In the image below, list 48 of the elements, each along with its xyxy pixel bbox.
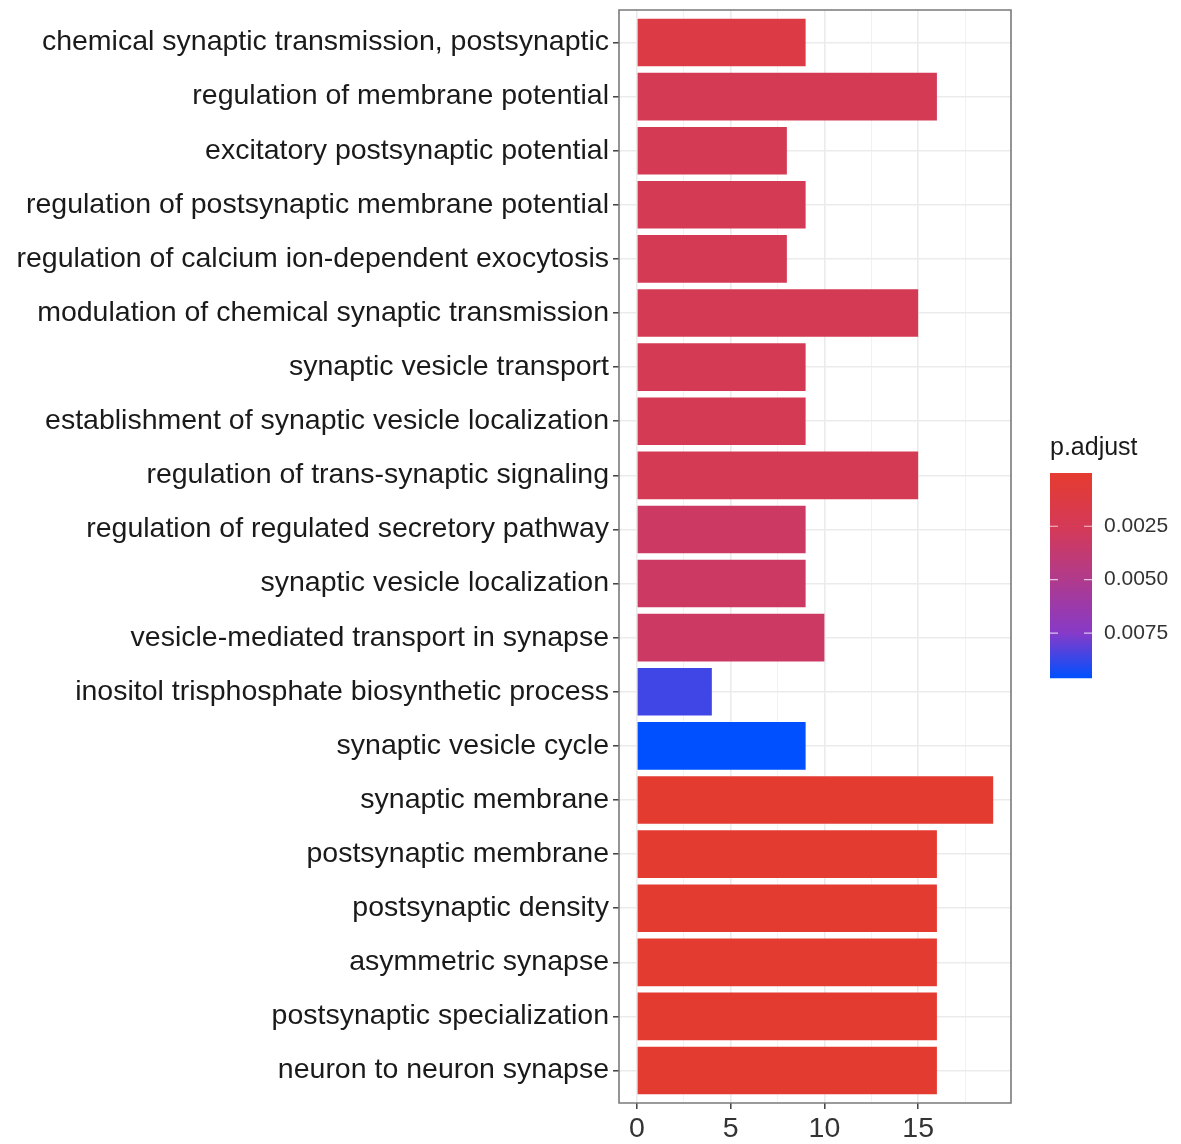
bar [637, 776, 994, 824]
y-tick-label: vesicle-mediated transport in synapse [130, 619, 609, 652]
y-tick-label: synaptic membrane [360, 781, 609, 814]
bar [637, 18, 806, 67]
y-tick-label: synaptic vesicle transport [289, 348, 610, 381]
y-tick-label: asymmetric synapse [349, 944, 609, 977]
y-tick-label: neuron to neuron synapse [277, 1052, 609, 1085]
y-tick-label: regulation of calcium ion-dependent exocytosis [16, 240, 609, 273]
color-bar-label: 0.0025 [1104, 513, 1169, 537]
y-tick-label: synaptic vesicle localization [260, 565, 609, 598]
bar [637, 343, 806, 391]
bar [637, 1046, 937, 1095]
y-tick-label: inositol trisphosphate biosynthetic process [75, 673, 609, 706]
bar [637, 613, 825, 662]
bar [637, 667, 712, 716]
color-bar-title: p.adjust [1050, 432, 1138, 460]
y-tick-label: establishment of synaptic vesicle localization [45, 403, 609, 436]
y-tick-label: postsynaptic membrane [306, 835, 609, 868]
bar [637, 180, 806, 229]
bar [637, 505, 806, 554]
bar [637, 72, 937, 121]
x-tick-label: 15 [902, 1110, 935, 1143]
x-tick-label: 10 [808, 1110, 841, 1143]
bar [637, 126, 787, 175]
y-tick-label: regulation of trans-synaptic signaling [146, 457, 609, 490]
y-tick-label: postsynaptic density [352, 890, 610, 923]
bar [637, 397, 806, 446]
y-tick-label: modulation of chemical synaptic transmission [37, 294, 609, 327]
color-bar-label: 0.0075 [1104, 619, 1169, 643]
y-tick-label: postsynaptic specialization [271, 998, 609, 1031]
bar [637, 884, 937, 933]
x-tick-label: 5 [722, 1110, 739, 1143]
y-tick-label: regulation of regulated secretory pathway [86, 511, 610, 544]
x-tick-label: 0 [628, 1110, 645, 1143]
bar [637, 289, 919, 337]
bar [637, 235, 787, 283]
color-bar-label: 0.0050 [1104, 566, 1169, 590]
y-tick-label: chemical synaptic transmission, postsynaptic [41, 24, 609, 57]
y-tick-label: regulation of postsynaptic membrane potential [25, 186, 609, 219]
bar [637, 938, 937, 987]
bar [637, 830, 937, 878]
bar [637, 451, 919, 500]
bar [637, 722, 806, 770]
bar [637, 992, 937, 1041]
bar [637, 559, 806, 608]
y-tick-label: regulation of membrane potential [192, 78, 609, 111]
y-tick-label: excitatory postsynaptic potential [205, 132, 609, 165]
y-tick-label: synaptic vesicle cycle [336, 727, 609, 760]
